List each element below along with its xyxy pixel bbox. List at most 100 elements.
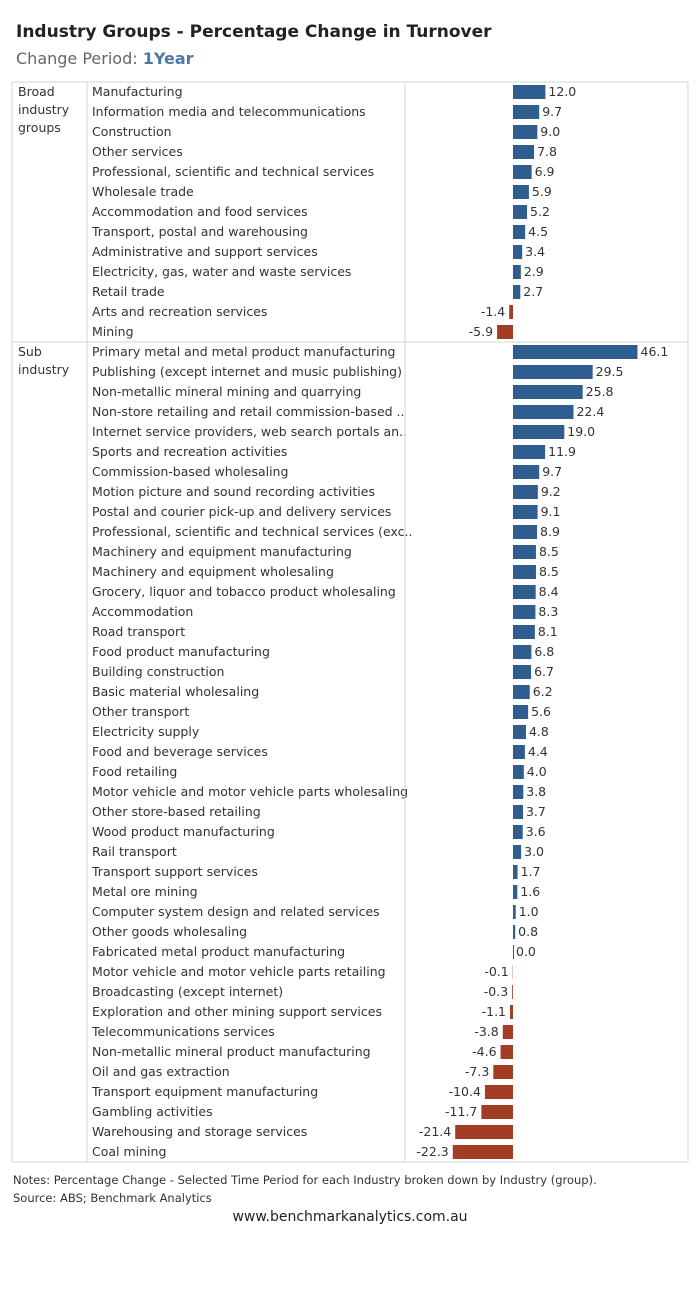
bar[interactable] [513, 245, 523, 259]
bar[interactable] [513, 705, 529, 719]
bar[interactable] [513, 225, 526, 239]
category-label: Metal ore mining [92, 884, 198, 899]
bar[interactable] [493, 1065, 513, 1079]
data-label: -3.8 [474, 1024, 498, 1039]
bar[interactable] [513, 125, 538, 139]
chart-title: Industry Groups - Percentage Change in T… [16, 22, 492, 42]
bar[interactable] [513, 565, 536, 579]
category-label: Basic material wholesaling [92, 684, 259, 699]
category-label: Rail transport [92, 844, 177, 859]
category-label: Non-metallic mineral mining and quarryin… [92, 384, 361, 399]
category-label: Motion picture and sound recording activ… [92, 484, 375, 499]
bar[interactable] [513, 105, 540, 119]
bar[interactable] [509, 305, 513, 319]
data-label: 8.5 [539, 564, 559, 579]
bar[interactable] [513, 145, 535, 159]
bar[interactable] [513, 825, 523, 839]
data-label: 7.8 [537, 144, 557, 159]
bar[interactable] [513, 945, 514, 959]
bar[interactable] [510, 1005, 513, 1019]
bar[interactable] [513, 465, 540, 479]
bar[interactable] [513, 605, 536, 619]
group-label: Sub [18, 344, 42, 359]
bar[interactable] [513, 665, 532, 679]
bar[interactable] [452, 1145, 513, 1159]
category-label: Telecommunications services [91, 1024, 275, 1039]
data-label: 1.7 [521, 864, 541, 879]
category-label: Road transport [92, 624, 185, 639]
bar[interactable] [513, 425, 565, 439]
data-label: 25.8 [586, 384, 614, 399]
bar[interactable] [513, 445, 546, 459]
bar[interactable] [513, 505, 538, 519]
data-label: 5.2 [530, 204, 550, 219]
bar[interactable] [513, 685, 530, 699]
category-label: Professional, scientific and technical s… [92, 164, 374, 179]
category-label: Wholesale trade [92, 184, 194, 199]
category-label: Sports and recreation activities [92, 444, 287, 459]
data-label: 6.7 [534, 664, 554, 679]
bar[interactable] [513, 745, 525, 759]
data-label: 9.2 [541, 484, 561, 499]
category-label: Oil and gas extraction [92, 1064, 230, 1079]
data-label: 2.9 [524, 264, 544, 279]
notes-block: Notes: Percentage Change - Selected Time… [13, 1171, 597, 1207]
bar[interactable] [513, 165, 532, 179]
data-label: 11.9 [548, 444, 576, 459]
bar[interactable] [513, 525, 538, 539]
bar[interactable] [497, 325, 513, 339]
notes-text: Notes: Percentage Change - Selected Time… [13, 1173, 597, 1187]
bar[interactable] [513, 585, 536, 599]
category-label: Non-metallic mineral product manufacturi… [92, 1044, 371, 1059]
bar[interactable] [513, 925, 516, 939]
category-label: Broadcasting (except internet) [92, 984, 283, 999]
bar[interactable] [513, 185, 529, 199]
change-period-value[interactable]: 1Year [142, 49, 194, 68]
bar[interactable] [513, 485, 538, 499]
category-label: Warehousing and storage services [92, 1124, 307, 1139]
category-label: Accommodation [92, 604, 193, 619]
bar[interactable] [513, 645, 532, 659]
data-label: -7.3 [465, 1064, 489, 1079]
group-label: industry [18, 102, 70, 117]
category-label: Fabricated metal product manufacturing [92, 944, 345, 959]
bar[interactable] [513, 345, 638, 359]
category-label: Food product manufacturing [92, 644, 270, 659]
bar[interactable] [500, 1045, 513, 1059]
category-label: Machinery and equipment wholesaling [92, 564, 334, 579]
bar[interactable] [513, 885, 518, 899]
bar[interactable] [513, 785, 524, 799]
bar[interactable] [513, 625, 535, 639]
data-label: 3.8 [526, 784, 546, 799]
category-label: Internet service providers, web search p… [92, 424, 407, 439]
data-label: 1.6 [520, 884, 540, 899]
bar[interactable] [513, 205, 528, 219]
bar[interactable] [513, 905, 516, 919]
category-label: Transport, postal and warehousing [91, 224, 308, 239]
bar[interactable] [502, 1025, 513, 1039]
bar[interactable] [484, 1085, 513, 1099]
bar[interactable] [481, 1105, 513, 1119]
bar[interactable] [513, 865, 518, 879]
data-label: 3.0 [524, 844, 544, 859]
bar[interactable] [513, 805, 523, 819]
bar[interactable] [513, 725, 526, 739]
bar[interactable] [513, 545, 536, 559]
data-label: 9.7 [542, 464, 562, 479]
bar[interactable] [513, 405, 574, 419]
data-label: -1.1 [482, 1004, 506, 1019]
bar[interactable] [512, 985, 513, 999]
bar[interactable] [513, 365, 593, 379]
bar[interactable] [513, 385, 583, 399]
bar[interactable] [455, 1125, 513, 1139]
bar[interactable] [513, 85, 546, 99]
bar[interactable] [513, 765, 524, 779]
data-label: 6.9 [535, 164, 555, 179]
change-period-label: Change Period: [16, 49, 143, 68]
website-link[interactable]: www.benchmarkanalytics.com.au [232, 1209, 468, 1225]
bar[interactable] [513, 285, 521, 299]
bar[interactable] [513, 265, 521, 279]
data-label: 9.7 [542, 104, 562, 119]
category-label: Wood product manufacturing [92, 824, 275, 839]
bar[interactable] [513, 845, 522, 859]
